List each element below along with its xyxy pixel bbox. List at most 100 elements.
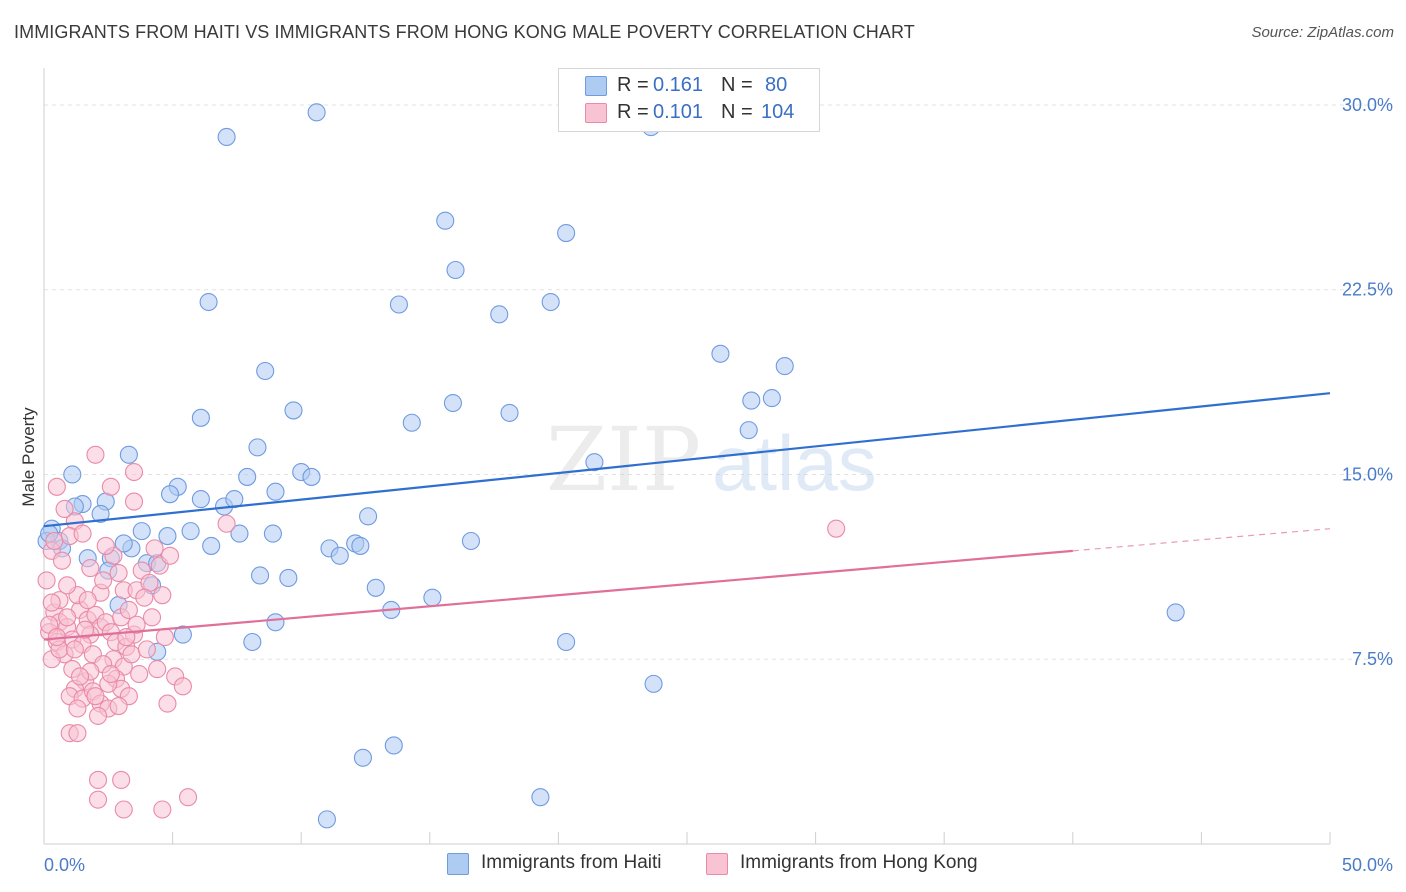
haiti-point bbox=[330, 546, 349, 565]
x-tick-label-max: 50.0% bbox=[1342, 855, 1393, 875]
haiti-point bbox=[302, 467, 321, 486]
haiti-point bbox=[250, 566, 270, 585]
haiti-point bbox=[181, 522, 200, 541]
watermark-atlas: atlas bbox=[712, 419, 877, 507]
bottom-legend-label-haiti: Immigrants from Haiti bbox=[481, 852, 662, 873]
hongkong-point bbox=[160, 546, 180, 565]
hongkong-point bbox=[47, 477, 66, 496]
hongkong-point bbox=[827, 519, 846, 538]
haiti-point bbox=[557, 632, 576, 652]
hongkong-point bbox=[137, 640, 156, 659]
haiti-point bbox=[91, 504, 110, 523]
haiti-point bbox=[238, 467, 257, 486]
haiti-point bbox=[263, 524, 282, 543]
hongkong-point bbox=[58, 576, 77, 595]
hongkong-point bbox=[127, 615, 146, 634]
hongkong-point bbox=[101, 664, 120, 684]
hongkong-point bbox=[65, 640, 84, 659]
bottom-legend-label-hongkong: Immigrants from Hong Kong bbox=[740, 852, 978, 873]
haiti-point bbox=[114, 534, 133, 553]
haiti-point bbox=[423, 588, 442, 607]
hongkong-point bbox=[52, 551, 72, 570]
y-tick-label: 15.0% bbox=[1342, 464, 1393, 484]
hongkong-point bbox=[86, 687, 105, 706]
hongkong-point bbox=[145, 539, 164, 558]
haiti-point bbox=[1166, 603, 1185, 622]
hongkong-point bbox=[124, 492, 144, 511]
hongkong-point bbox=[76, 620, 95, 639]
correlation-legend: R = 0.161 N = 80 R = 0.101 N = 104 bbox=[558, 68, 820, 132]
y-tick-labels: 7.5% 15.0% 22.5% 30.0% bbox=[1342, 95, 1393, 669]
legend-row-haiti: R = 0.161 N = 80 bbox=[559, 73, 819, 99]
haiti-point bbox=[63, 465, 82, 484]
haiti-point bbox=[402, 413, 421, 432]
hongkong-point bbox=[94, 571, 113, 590]
legend-row-hongkong: R = 0.101 N = 104 bbox=[559, 100, 819, 126]
haiti-point bbox=[191, 490, 210, 509]
haiti-point bbox=[266, 613, 285, 632]
haiti-point bbox=[742, 391, 761, 410]
legend-swatch-haiti bbox=[585, 76, 607, 96]
haiti-point bbox=[461, 531, 481, 551]
hongkong-point bbox=[130, 664, 149, 684]
hongkong-point bbox=[153, 586, 172, 605]
hongkong-point bbox=[112, 770, 131, 789]
hongkong-point bbox=[142, 608, 162, 627]
haiti-point bbox=[160, 485, 180, 504]
haiti-point bbox=[644, 674, 663, 693]
source-credit: Source: ZipAtlas.com bbox=[1251, 24, 1394, 41]
haiti-point bbox=[366, 578, 385, 597]
haiti-point bbox=[351, 536, 370, 555]
hongkong-point bbox=[88, 770, 108, 789]
haiti-point bbox=[279, 568, 298, 587]
haiti-point bbox=[389, 295, 408, 314]
haiti-point bbox=[585, 453, 604, 472]
legend-r-label: R = bbox=[617, 74, 649, 96]
haiti-point bbox=[266, 482, 285, 501]
haiti-point bbox=[443, 393, 462, 413]
legend-n-value-haiti: 80 bbox=[765, 74, 788, 96]
hongkong-point bbox=[88, 706, 108, 725]
hongkong-point bbox=[70, 667, 90, 686]
haiti-point bbox=[775, 357, 794, 376]
haiti-point bbox=[256, 361, 275, 381]
watermark: ZIP atlas bbox=[546, 408, 877, 511]
hongkong-point bbox=[45, 531, 64, 551]
series-haiti-points bbox=[37, 103, 1185, 829]
hongkong-point bbox=[119, 600, 138, 620]
hongkong-point bbox=[101, 477, 120, 496]
haiti-point bbox=[500, 403, 519, 422]
trendlines bbox=[43, 392, 1331, 641]
haiti-point bbox=[119, 445, 138, 464]
legend-n-value-hongkong: 104 bbox=[761, 101, 795, 123]
hongkong-point bbox=[148, 660, 167, 679]
hongkong-point bbox=[96, 536, 115, 555]
haiti-point bbox=[762, 389, 781, 408]
gridlines bbox=[44, 104, 1392, 660]
hongkong-point bbox=[153, 800, 172, 819]
haiti-point bbox=[317, 810, 336, 829]
haiti-point bbox=[307, 103, 326, 122]
hongkong-point bbox=[68, 699, 87, 718]
haiti-point bbox=[230, 524, 249, 543]
legend-r-label: R = bbox=[617, 101, 649, 123]
haiti-point bbox=[711, 344, 730, 363]
y-tick-label: 22.5% bbox=[1342, 280, 1393, 300]
haiti-point bbox=[353, 748, 372, 767]
haiti-point bbox=[132, 522, 151, 541]
bottom-legend-swatch-haiti bbox=[447, 853, 469, 875]
haiti-trendline bbox=[43, 392, 1331, 528]
legend-r-value-haiti: 0.161 bbox=[653, 74, 704, 96]
legend-n-label: N = bbox=[721, 74, 753, 96]
haiti-point bbox=[739, 421, 758, 440]
haiti-point bbox=[557, 224, 576, 243]
hongkong-point bbox=[78, 591, 97, 610]
haiti-point bbox=[243, 632, 262, 652]
haiti-point bbox=[202, 536, 221, 555]
hongkong-trendline-extension bbox=[1072, 528, 1331, 552]
haiti-point bbox=[490, 305, 509, 324]
hongkong-point bbox=[158, 694, 177, 713]
haiti-point bbox=[436, 211, 455, 230]
x-tick-label-min: 0.0% bbox=[44, 855, 85, 875]
